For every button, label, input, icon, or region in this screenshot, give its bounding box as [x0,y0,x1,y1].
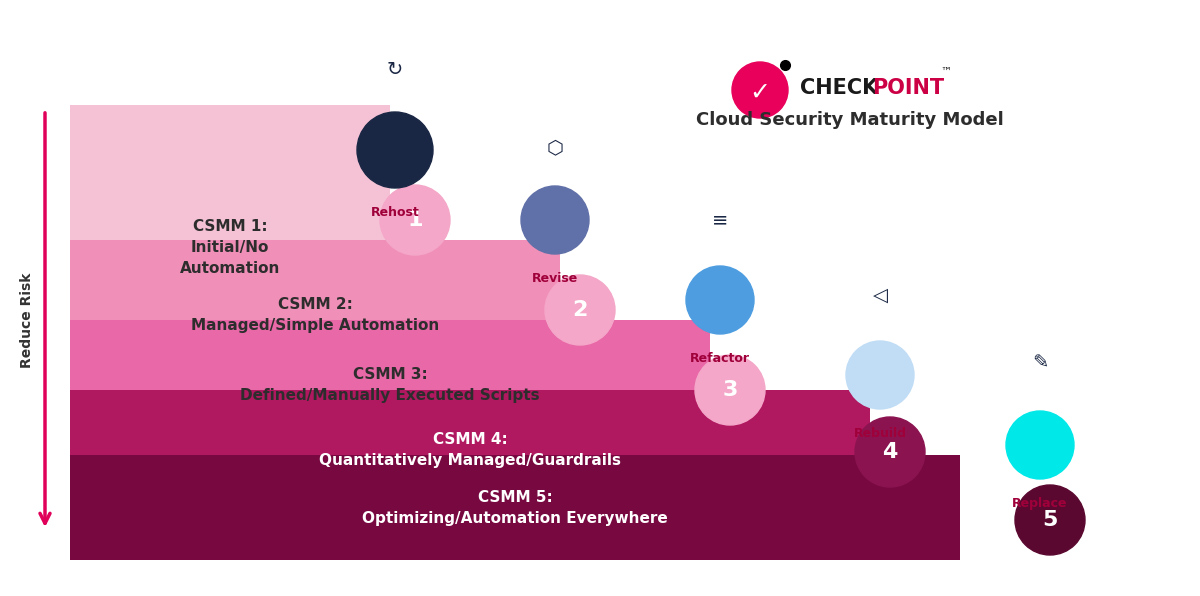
Circle shape [358,112,433,188]
Text: CSMM 2:
Managed/Simple Automation: CSMM 2: Managed/Simple Automation [191,297,439,333]
Text: ≡: ≡ [712,210,728,229]
Circle shape [380,185,450,255]
Circle shape [686,266,754,334]
Text: CHECK: CHECK [800,78,878,98]
Text: CSMM 1:
Initial/No
Automation: CSMM 1: Initial/No Automation [180,219,280,276]
Text: ⬡: ⬡ [546,138,564,157]
Text: POINT: POINT [872,78,944,98]
Text: Replace: Replace [1013,497,1068,510]
Text: 4: 4 [882,442,898,462]
Text: 2: 2 [572,300,588,320]
Text: 3: 3 [722,380,738,400]
Circle shape [545,275,616,345]
Text: Rebuild: Rebuild [853,427,906,440]
Circle shape [854,417,925,487]
Text: ✓: ✓ [750,81,770,105]
Text: CSMM 3:
Defined/Manually Executed Scripts: CSMM 3: Defined/Manually Executed Script… [240,367,540,403]
Text: Rehost: Rehost [371,206,419,219]
Bar [70,390,870,510]
Bar [70,105,390,390]
Text: ◁: ◁ [872,285,888,305]
Bar [70,240,560,390]
Text: Revise: Revise [532,272,578,285]
Text: ™: ™ [940,67,952,77]
Text: ✎: ✎ [1032,353,1048,372]
Text: 1: 1 [407,210,422,230]
Text: CSMM 5:
Optimizing/Automation Everywhere: CSMM 5: Optimizing/Automation Everywhere [362,489,668,526]
Circle shape [1006,411,1074,479]
Text: Refactor: Refactor [690,352,750,365]
Circle shape [695,355,766,425]
Text: 5: 5 [1043,510,1057,530]
Text: Reduce Risk: Reduce Risk [20,272,34,368]
Bar [70,455,960,560]
Text: ↻: ↻ [386,61,403,79]
Circle shape [846,341,914,409]
Circle shape [732,62,788,118]
Circle shape [1015,485,1085,555]
Circle shape [521,186,589,254]
Bar [70,320,710,450]
Text: Cloud Security Maturity Model: Cloud Security Maturity Model [696,111,1004,129]
Text: CSMM 4:
Quantitatively Managed/Guardrails: CSMM 4: Quantitatively Managed/Guardrail… [319,432,622,468]
